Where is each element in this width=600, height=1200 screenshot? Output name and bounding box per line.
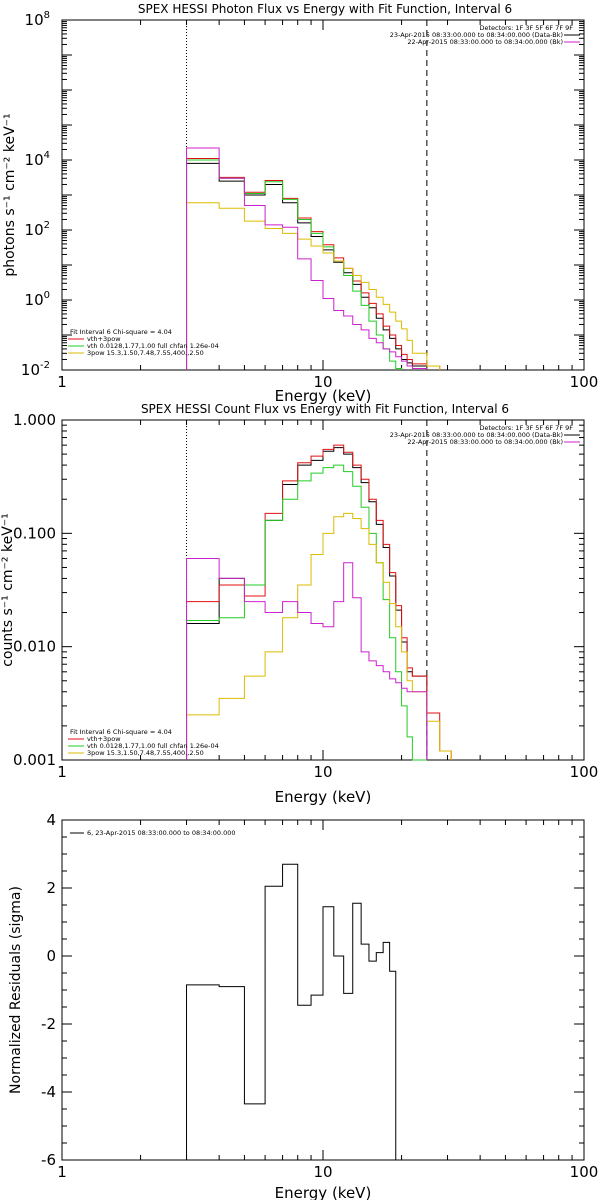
photon-flux-series-3 xyxy=(186,202,441,370)
photon-flux-legend-entry-data: 23-Apr-2015 08:33:00.000 to 08:34:00.000… xyxy=(390,31,563,39)
count-flux-y-axis-label: counts s⁻¹ cm⁻² keV⁻¹ xyxy=(0,513,16,667)
photon-flux-y-tick-label: 102 xyxy=(25,220,50,239)
residuals-y-axis-label: Normalized Residuals (sigma) xyxy=(8,886,24,1094)
residuals-plot-area xyxy=(186,863,397,1160)
count-flux-legend-entry-data: 23-Apr-2015 08:33:00.000 to 08:34:00.000… xyxy=(390,431,563,439)
count-flux-y-tick-label: 0.100 xyxy=(13,524,56,542)
residuals-panel: 1 10 100 -6 -4 -2 0 2 4 Energy (keV) Normalized … xyxy=(8,811,598,1200)
count-flux-y-tick-label: 1.000 xyxy=(13,411,56,429)
count-flux-series-2 xyxy=(186,464,427,761)
residuals-x-tick-label: 1 xyxy=(57,1163,67,1181)
photon-flux-axes-frame xyxy=(61,19,585,371)
photon-flux-x-tick-label: 1 xyxy=(57,373,67,391)
photon-flux-y-tick-label: 108 xyxy=(25,10,50,29)
photon-flux-y-tick-label: 100 xyxy=(25,290,50,309)
residuals-y-tick-label: 2 xyxy=(46,879,56,897)
count-flux-x-tick-label: 100 xyxy=(570,763,599,781)
count-flux-legend-vth: vth 0.0128,1.77,1.00 full chfan 1.26e-04 xyxy=(87,742,219,750)
photon-flux-legend-vth: vth 0.0128,1.77,1.00 full chfan 1.26e-04 xyxy=(87,342,219,350)
count-flux-legend-entry-bk: 22-Apr-2015 08:33:00.000 to 08:34:00.000… xyxy=(407,438,563,446)
photon-flux-plot-area xyxy=(186,20,441,370)
count-flux-series-3 xyxy=(186,512,452,760)
photon-flux-x-tick-label: 100 xyxy=(570,373,599,391)
residuals-y-tick-label: -2 xyxy=(41,1015,56,1033)
count-flux-y-tick-label: 0.010 xyxy=(13,638,56,656)
count-flux-title: SPEX HESSI Count Flux vs Energy with Fit… xyxy=(141,402,509,416)
count-flux-legend-fit-title: Fit Interval 6 Chi-square = 4.04 xyxy=(70,728,172,736)
count-flux-legend-detectors: Detectors: 1F 3F 5F 6F 7F 9F xyxy=(479,424,573,432)
photon-flux-ticks: 1 10 100 10-2 100 102 104 108 xyxy=(21,10,598,391)
photon-flux-y-tick-label: 104 xyxy=(25,150,50,169)
residuals-y-tick-label: -4 xyxy=(41,1083,56,1101)
count-flux-plot-area xyxy=(186,420,452,761)
count-flux-ticks: 1 10 100 0.001 0.010 0.100 1.000 xyxy=(13,411,598,781)
photon-flux-legend-fit-title: Fit Interval 6 Chi-square = 4.04 xyxy=(70,328,172,336)
residuals-x-tick-label: 100 xyxy=(570,1163,599,1181)
photon-flux-x-axis-label: Energy (keV) xyxy=(275,387,372,405)
photon-flux-y-tick-label: 10-2 xyxy=(21,360,50,379)
photon-flux-panel: SPEX HESSI Photon Flux vs Energy with Fi… xyxy=(2,2,598,405)
residuals-y-tick-label: -6 xyxy=(41,1151,56,1169)
photon-flux-legend-total: vth+3pow xyxy=(87,335,121,343)
residuals-y-tick-label: 0 xyxy=(46,947,56,965)
photon-flux-x-tick-label: 10 xyxy=(313,373,332,391)
residuals-x-axis-label: Energy (keV) xyxy=(275,1184,372,1200)
count-flux-legend-total: vth+3pow xyxy=(87,735,121,743)
photon-flux-y-axis-label: photons s⁻¹ cm⁻² keV⁻¹ xyxy=(2,113,18,276)
photon-flux-legend-detectors: Detectors: 1F 3F 5F 6F 7F 9F xyxy=(479,24,573,32)
photon-flux-legend-3pow: 3pow 15.3,1.50,7.48,7.55,400.,2.50 xyxy=(87,349,204,357)
count-flux-legend-left: Fit Interval 6 Chi-square = 4.04 vth+3po… xyxy=(68,728,219,757)
count-flux-x-tick-label: 10 xyxy=(313,763,332,781)
count-flux-legend-3pow: 3pow 15.3,1.50,7.48,7.55,400.,2.50 xyxy=(87,749,204,757)
residuals-y-tick-label: 4 xyxy=(46,811,56,829)
residuals-x-tick-label: 10 xyxy=(313,1163,332,1181)
residuals-legend: 6, 23-Apr-2015 08:33:00.000 to 08:34:00.… xyxy=(70,829,236,837)
count-flux-series-1 xyxy=(186,444,452,760)
photon-flux-series-4 xyxy=(186,147,428,370)
photon-flux-legend-right: Detectors: 1F 3F 5F 6F 7F 9F 23-Apr-2015… xyxy=(390,24,580,46)
count-flux-panel: SPEX HESSI Count Flux vs Energy with Fit… xyxy=(0,402,598,806)
count-flux-series-4 xyxy=(186,557,428,760)
count-flux-x-axis-label: Energy (keV) xyxy=(275,788,372,806)
count-flux-legend-right: Detectors: 1F 3F 5F 6F 7F 9F 23-Apr-2015… xyxy=(390,424,580,446)
photon-flux-legend-left: Fit Interval 6 Chi-square = 4.04 vth+3po… xyxy=(68,328,219,357)
count-flux-x-tick-label: 1 xyxy=(57,763,67,781)
residuals-series-0 xyxy=(186,863,397,1160)
residuals-legend-entry: 6, 23-Apr-2015 08:33:00.000 to 08:34:00.… xyxy=(87,829,236,837)
photon-flux-series-0 xyxy=(186,162,428,370)
photon-flux-title: SPEX HESSI Photon Flux vs Energy with Fi… xyxy=(138,2,512,16)
photon-flux-series-1 xyxy=(186,158,441,370)
count-flux-y-tick-label: 0.001 xyxy=(13,751,56,769)
photon-flux-legend-entry-bk: 22-Apr-2015 08:33:00.000 to 08:34:00.000… xyxy=(407,38,563,46)
residuals-ticks: 1 10 100 -6 -4 -2 0 2 4 xyxy=(41,811,598,1181)
